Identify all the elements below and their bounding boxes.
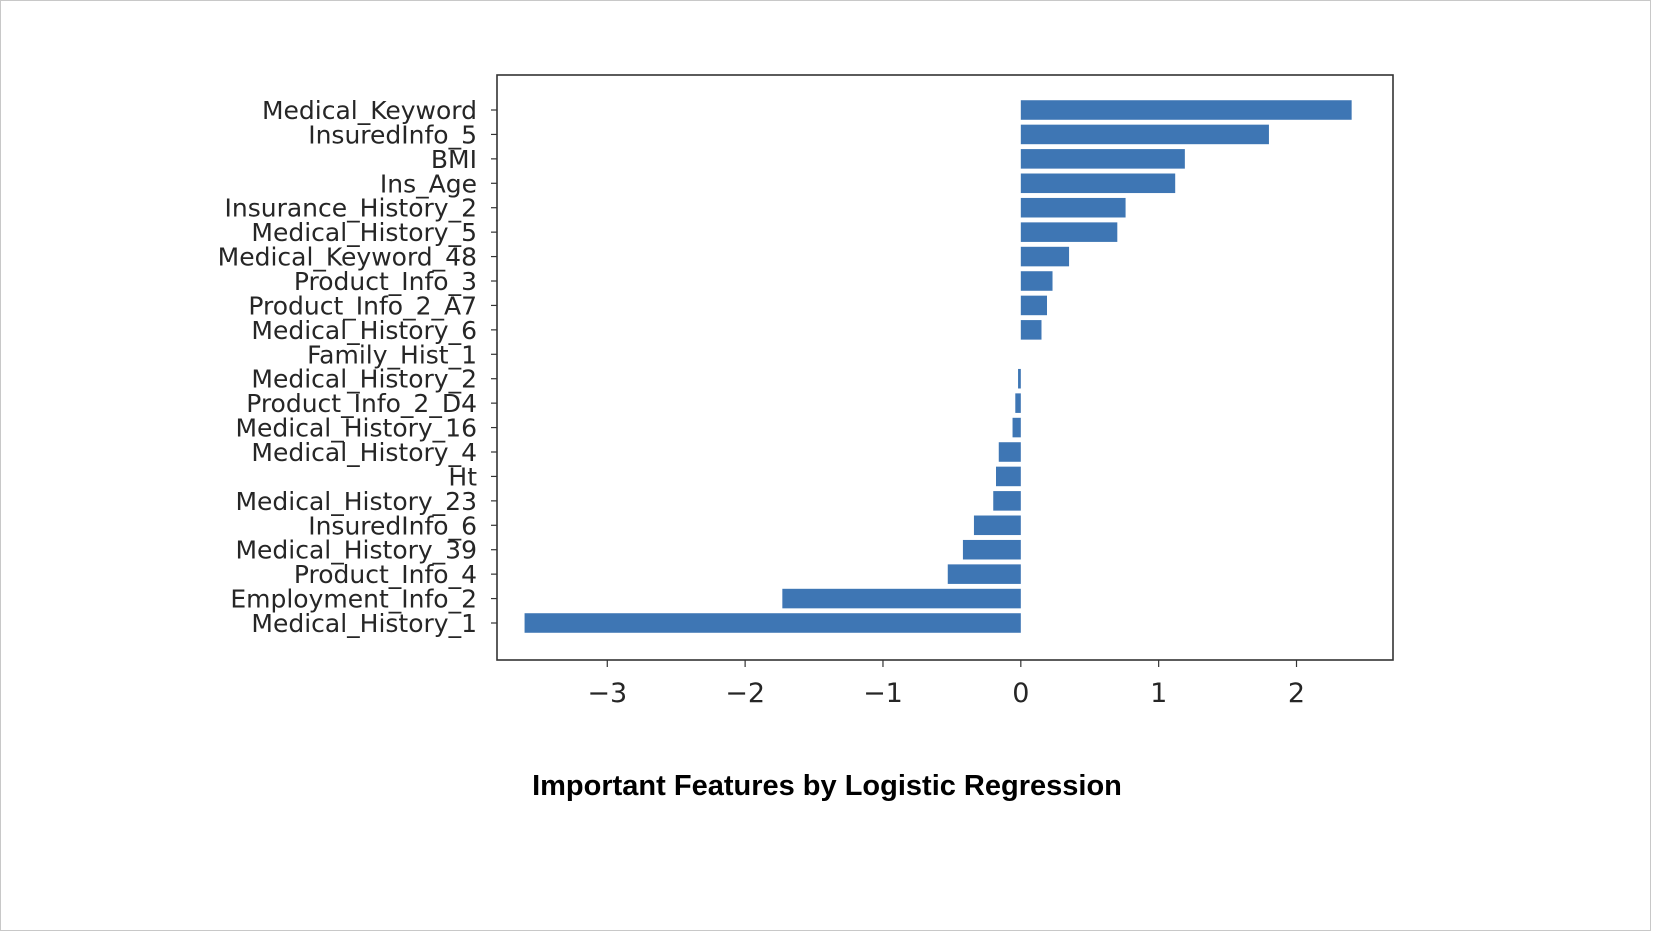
x-tick-label: −3 xyxy=(587,678,627,709)
bar-InsuredInfo_6 xyxy=(973,515,1021,536)
category-label: Product_Info_3 xyxy=(294,267,477,296)
bar-Medical_History_2 xyxy=(1018,368,1021,389)
category-label: Ht xyxy=(448,462,477,491)
category-labels-group: Medical_KeywordInsuredInfo_5BMIIns_AgeIn… xyxy=(218,96,497,638)
bar-Employment_Info_2 xyxy=(782,588,1021,609)
category-label: Medical_History_5 xyxy=(251,218,477,247)
category-label: Product_Info_2_D4 xyxy=(246,389,477,418)
category-label: Medical_History_6 xyxy=(251,316,477,345)
category-label: Product_Info_2_A7 xyxy=(248,291,477,320)
category-label: Medical_History_39 xyxy=(235,536,477,565)
x-tick-label: 0 xyxy=(1012,678,1029,709)
bar-Medical_Keyword xyxy=(1020,100,1352,120)
bar-Product_Info_2_D4 xyxy=(1015,393,1021,413)
category-label: Medical_Keyword_48 xyxy=(218,243,477,272)
bar-Product_Info_2_A7 xyxy=(1020,295,1048,316)
bar-Medical_Keyword_48 xyxy=(1020,246,1070,267)
category-label: Medical_History_16 xyxy=(235,414,477,443)
bars-group xyxy=(524,100,1352,633)
category-label: Medical_History_2 xyxy=(251,365,477,394)
x-tick-label: −1 xyxy=(863,678,903,709)
bar-Medical_History_1 xyxy=(524,613,1021,633)
bar-Medical_History_6 xyxy=(1020,320,1042,340)
bar-Ins_Age xyxy=(1020,173,1176,194)
x-tick-label: −2 xyxy=(725,678,765,709)
category-label: Employment_Info_2 xyxy=(230,585,477,614)
bar-InsuredInfo_5 xyxy=(1020,124,1269,145)
x-tick-label: 2 xyxy=(1288,678,1305,709)
bar-Medical_History_39 xyxy=(962,539,1021,560)
bar-Medical_History_4 xyxy=(998,442,1021,462)
category-label: Insurance_History_2 xyxy=(224,194,477,223)
category-label: InsuredInfo_6 xyxy=(308,511,477,540)
bar-Product_Info_4 xyxy=(947,564,1021,584)
category-label: Medical_History_1 xyxy=(251,609,477,638)
category-label: Ins_Age xyxy=(380,169,477,198)
category-label: BMI xyxy=(431,145,477,174)
bar-Product_Info_3 xyxy=(1020,271,1053,291)
x-ticks-group: −3 −2 −1 0 1 2 xyxy=(587,660,1305,709)
bar-Medical_History_5 xyxy=(1020,222,1118,242)
bar-Medical_History_16 xyxy=(1012,417,1021,438)
axes-frame xyxy=(496,74,1394,661)
category-label: Family_Hist_1 xyxy=(307,340,477,369)
bar-Insurance_History_2 xyxy=(1020,197,1126,218)
category-label: Medical_History_4 xyxy=(251,438,477,467)
bar-Medical_History_23 xyxy=(993,491,1021,511)
category-label: Medical_Keyword xyxy=(262,96,477,125)
chart-caption: Important Features by Logistic Regressio… xyxy=(532,770,1122,802)
bar-BMI xyxy=(1020,149,1185,169)
bar-Ht xyxy=(996,466,1021,487)
category-label: Medical_History_23 xyxy=(235,487,477,516)
category-label: InsuredInfo_5 xyxy=(308,120,477,149)
x-tick-label: 1 xyxy=(1150,678,1167,709)
category-label: Product_Info_4 xyxy=(294,560,477,589)
